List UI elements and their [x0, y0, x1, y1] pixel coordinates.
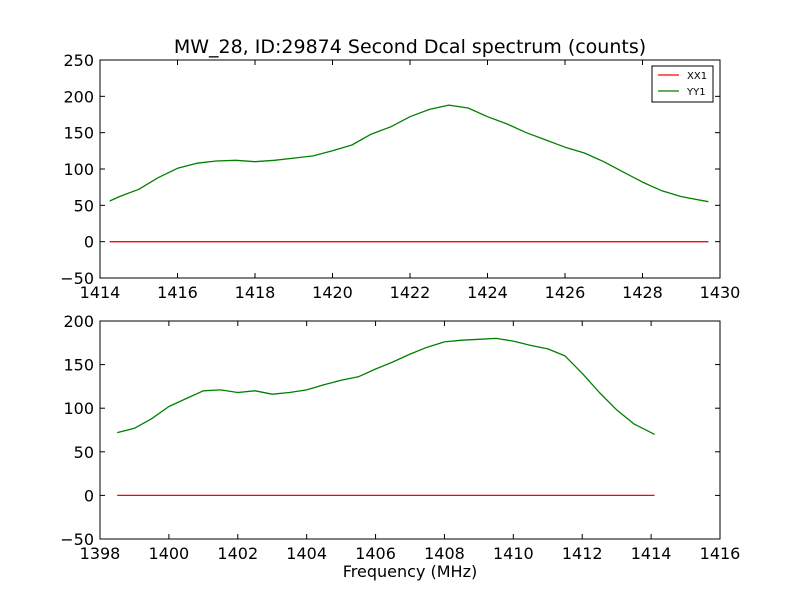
x-tick-label: 1404 [286, 544, 327, 563]
x-tick-label: 1412 [562, 544, 603, 563]
x-tick-label: 1420 [312, 283, 353, 302]
x-tick-label: 1406 [355, 544, 396, 563]
x-tick-label: 1402 [217, 544, 258, 563]
legend-label-yy1: YY1 [686, 87, 706, 98]
x-tick-label: 1424 [467, 283, 508, 302]
y-tick-label: 150 [63, 356, 94, 375]
x-tick-label: 1414 [80, 283, 121, 302]
x-tick-label: 1408 [424, 544, 465, 563]
x-tick-label: 1418 [235, 283, 276, 302]
x-tick-label: 1414 [631, 544, 672, 563]
y-tick-label: −50 [60, 269, 94, 288]
x-tick-label: 1410 [493, 544, 534, 563]
y-tick-label: 50 [74, 443, 94, 462]
y-tick-label: 200 [63, 87, 94, 106]
chart-title: MW_28, ID:29874 Second Dcal spectrum (co… [174, 36, 646, 58]
bottom-spectrum-panel: 1398 1400 1402 1404 1406 1408 1410 1412 1414 1416… [60, 312, 740, 563]
y-tick-label: 250 [63, 51, 94, 70]
x-tick-label: 1428 [622, 283, 663, 302]
y-tick-label: 0 [84, 486, 94, 505]
y-tick-label: 50 [74, 196, 94, 215]
x-tick-label: 1422 [390, 283, 431, 302]
y-tick-label: 150 [63, 124, 94, 143]
x-tick-label: 1430 [700, 283, 741, 302]
y-tick-label: 200 [63, 312, 94, 331]
x-tick-label: 1426 [545, 283, 586, 302]
legend-box [651, 65, 714, 103]
x-axis-title: Frequency (MHz) [343, 562, 477, 581]
plot-frame [99, 59, 721, 279]
x-tick-label: 1416 [157, 283, 198, 302]
plot-frame [99, 320, 721, 540]
series-line-yy1 [109, 104, 709, 203]
x-tick-label: 1416 [700, 544, 741, 563]
y-tick-label: 100 [63, 160, 94, 179]
series-line-series-1 [117, 337, 655, 435]
x-tick-label: 1398 [80, 544, 121, 563]
y-tick-label: 100 [63, 399, 94, 418]
legend-label-xx1: XX1 [687, 71, 707, 82]
y-tick-label: 0 [84, 233, 94, 252]
x-tick-label: 1400 [149, 544, 190, 563]
top-spectrum-panel: 1414 1416 1418 1420 1422 1424 1426 1428 1430 −50 0… [60, 51, 740, 302]
y-tick-label: −50 [60, 530, 94, 549]
